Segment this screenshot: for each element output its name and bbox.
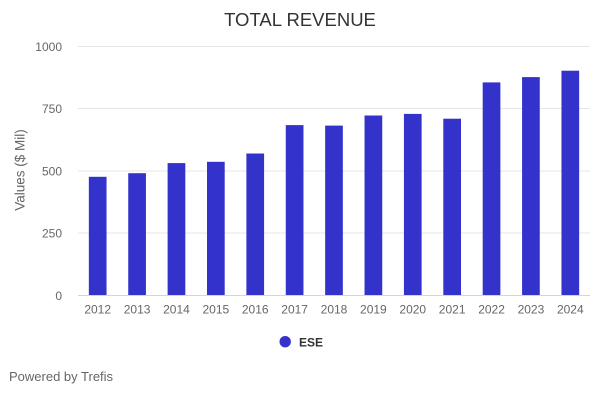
- svg-text:Powered by Trefis: Powered by Trefis: [9, 369, 114, 384]
- svg-text:Values ($ Mil): Values ($ Mil): [13, 129, 28, 211]
- svg-text:2014: 2014: [163, 303, 190, 317]
- svg-text:2020: 2020: [399, 303, 426, 317]
- svg-text:0: 0: [55, 289, 62, 303]
- svg-text:2016: 2016: [242, 303, 269, 317]
- svg-text:2024: 2024: [557, 303, 584, 317]
- svg-text:2017: 2017: [281, 303, 308, 317]
- svg-text:2021: 2021: [439, 303, 466, 317]
- svg-text:2023: 2023: [518, 303, 545, 317]
- svg-text:750: 750: [42, 102, 62, 116]
- svg-text:TOTAL REVENUE: TOTAL REVENUE: [224, 9, 376, 30]
- svg-text:2018: 2018: [321, 303, 348, 317]
- svg-text:2012: 2012: [84, 303, 111, 317]
- svg-text:1000: 1000: [35, 40, 62, 54]
- svg-text:250: 250: [42, 227, 62, 241]
- svg-text:2013: 2013: [124, 303, 151, 317]
- svg-text:2022: 2022: [478, 303, 505, 317]
- svg-text:2015: 2015: [202, 303, 229, 317]
- svg-text:ESE: ESE: [299, 336, 323, 350]
- svg-text:2019: 2019: [360, 303, 387, 317]
- svg-text:500: 500: [42, 165, 62, 179]
